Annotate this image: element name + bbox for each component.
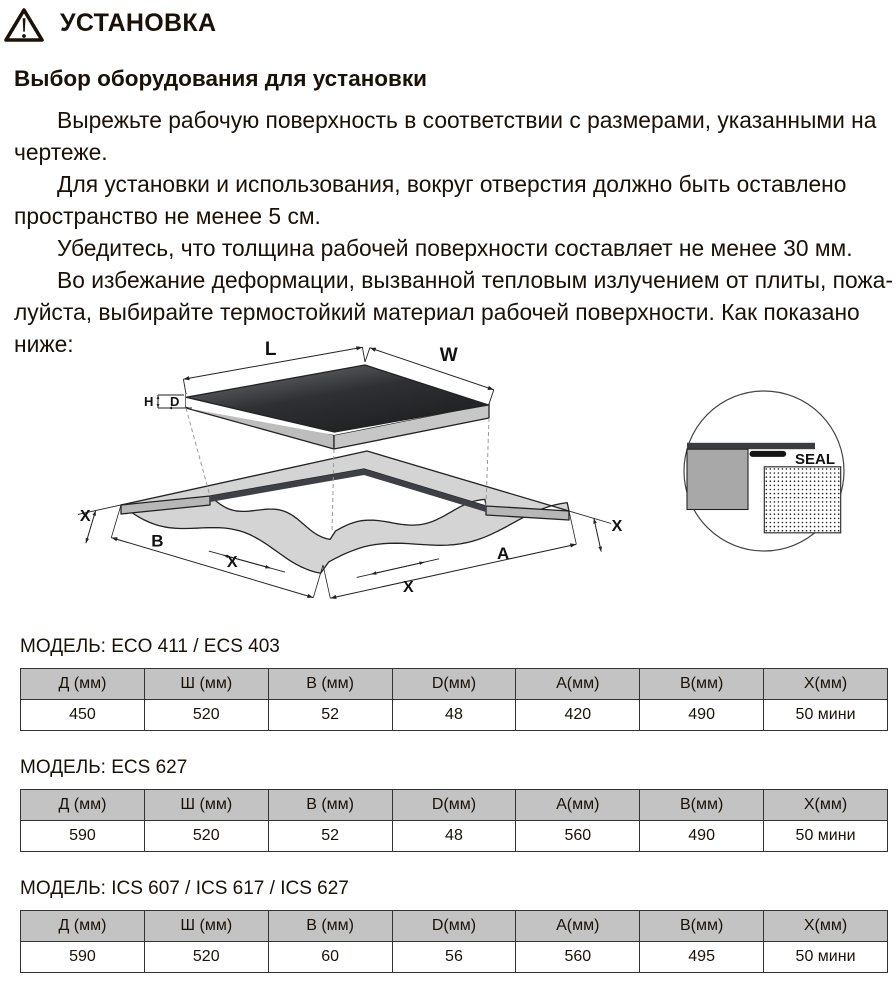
svg-text:B: B (151, 532, 163, 551)
svg-text:X: X (227, 554, 238, 571)
svg-text:SEAL: SEAL (795, 451, 835, 468)
svg-text:L: L (265, 339, 277, 360)
svg-text:W: W (440, 345, 458, 366)
svg-text:X: X (80, 508, 91, 525)
svg-text:X: X (403, 579, 414, 596)
svg-text:H: H (144, 394, 153, 409)
svg-text:D: D (170, 394, 179, 409)
svg-text:A: A (497, 544, 509, 563)
svg-text:X: X (612, 518, 623, 535)
